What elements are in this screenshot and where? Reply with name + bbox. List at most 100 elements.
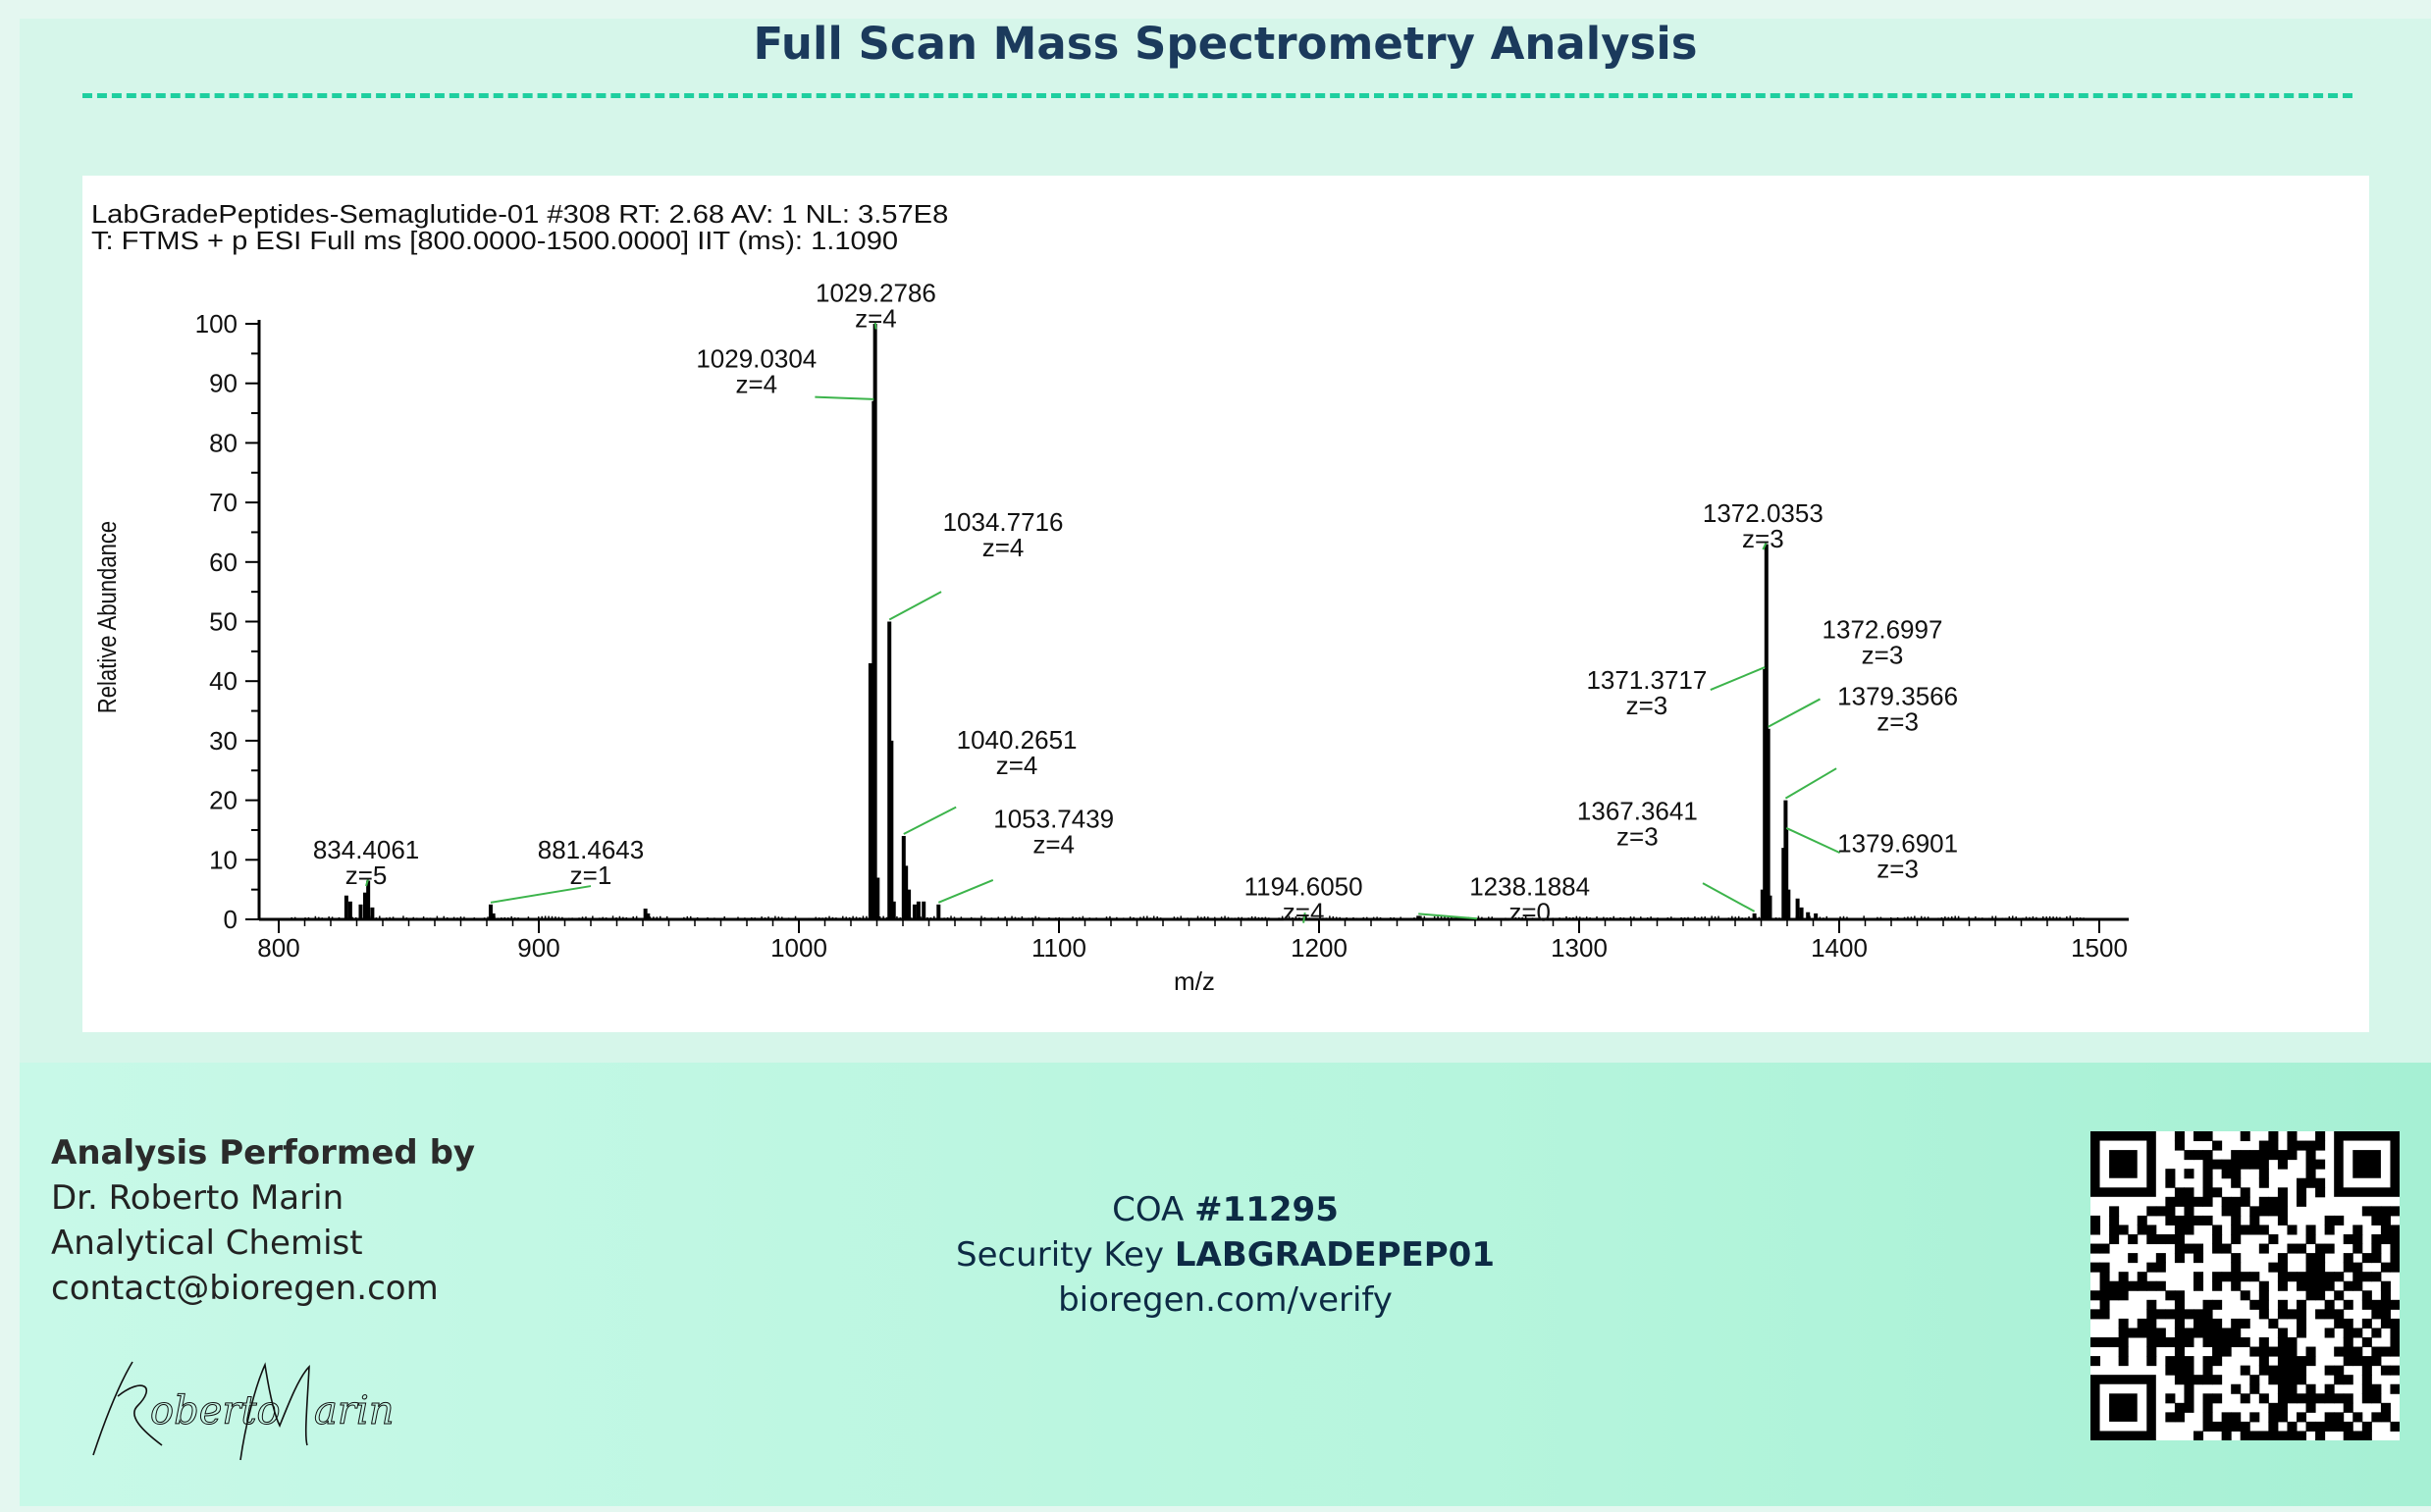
qr-module	[2390, 1225, 2400, 1235]
security-key-value: LABGRADEPEP01	[1174, 1235, 1495, 1275]
annotation-leader-line	[1702, 882, 1756, 912]
qr-module	[2221, 1243, 2232, 1254]
y-tick-label: 80	[209, 428, 238, 457]
qr-module	[2287, 1243, 2298, 1254]
qr-module	[2277, 1262, 2288, 1273]
qr-module	[2315, 1187, 2326, 1198]
qr-module	[2334, 1412, 2345, 1423]
peak-mz-label: 1034.7716	[943, 507, 1064, 537]
qr-module	[2297, 1243, 2307, 1254]
qr-module	[2361, 1318, 2372, 1329]
qr-module	[2202, 1150, 2213, 1161]
qr-module	[2305, 1421, 2316, 1432]
qr-module	[2128, 1280, 2139, 1291]
qr-module	[2231, 1225, 2242, 1235]
qr-module	[2334, 1309, 2345, 1320]
qr-module	[2174, 1299, 2185, 1310]
peak-charge-label: z=0	[1508, 898, 1551, 927]
qr-module	[2305, 1140, 2316, 1151]
qr-module	[2268, 1431, 2279, 1440]
qr-module	[2371, 1412, 2382, 1423]
qr-module	[2305, 1262, 2316, 1273]
annotation-leader-line	[937, 879, 994, 904]
qr-module	[2099, 1272, 2110, 1282]
qr-module	[2343, 1280, 2353, 1291]
qr-module	[2202, 1402, 2213, 1413]
qr-module	[2202, 1356, 2213, 1367]
qr-module	[2277, 1346, 2288, 1357]
peak-charge-label: z=3	[1616, 822, 1659, 852]
verify-link[interactable]: bioregen.com/verify	[1058, 1280, 1393, 1320]
annotation-leader-line	[1710, 666, 1766, 692]
qr-module	[2231, 1159, 2242, 1170]
qr-module	[2212, 1356, 2223, 1367]
qr-module	[2118, 1225, 2129, 1235]
analyst-email[interactable]: contact@bioregen.com	[51, 1269, 439, 1308]
annotation-leader-line	[1784, 767, 1837, 800]
qr-module	[2334, 1318, 2345, 1329]
qr-module	[2146, 1206, 2157, 1217]
qr-module	[2118, 1290, 2129, 1301]
qr-module	[2184, 1150, 2194, 1161]
qr-module	[2249, 1299, 2260, 1310]
qr-module	[2184, 1187, 2194, 1198]
qr-module	[2268, 1346, 2279, 1357]
qr-module	[2305, 1169, 2316, 1179]
qr-module	[2240, 1196, 2250, 1207]
qr-code[interactable]	[2090, 1131, 2400, 1440]
qr-module	[2174, 1328, 2185, 1338]
qr-module	[2212, 1375, 2223, 1385]
qr-module	[2305, 1150, 2316, 1161]
qr-module	[2371, 1309, 2382, 1320]
qr-module	[2315, 1177, 2326, 1188]
qr-module	[2277, 1272, 2288, 1282]
qr-module	[2297, 1328, 2307, 1338]
qr-module	[2268, 1365, 2279, 1376]
annotation-leader-line	[873, 321, 877, 330]
qr-module	[2249, 1383, 2260, 1394]
qr-module	[2361, 1375, 2372, 1385]
qr-module	[2390, 1318, 2400, 1329]
qr-module	[2268, 1150, 2279, 1161]
qr-module	[2390, 1234, 2400, 1245]
qr-module	[2212, 1421, 2223, 1432]
qr-module	[2287, 1140, 2298, 1151]
qr-module	[2343, 1318, 2353, 1329]
peak-mz-label: 1040.2651	[957, 725, 1078, 755]
qr-module	[2137, 1215, 2147, 1225]
qr-module	[2287, 1337, 2298, 1348]
qr-module	[2277, 1159, 2288, 1170]
qr-module	[2343, 1431, 2353, 1440]
qr-module	[2165, 1356, 2176, 1367]
footer-panel: Analysis Performed by Dr. Roberto Marin …	[20, 1063, 2431, 1506]
qr-module	[2184, 1383, 2194, 1394]
qr-module	[2099, 1309, 2110, 1320]
qr-module	[2258, 1206, 2269, 1217]
qr-module	[2202, 1215, 2213, 1225]
qr-module	[2297, 1318, 2307, 1329]
qr-module	[2380, 1309, 2391, 1320]
qr-module	[2231, 1253, 2242, 1264]
qr-module	[2297, 1299, 2307, 1310]
qr-module	[2334, 1272, 2345, 1282]
qr-module	[2118, 1272, 2129, 1282]
qr-module	[2324, 1393, 2335, 1404]
annotation-leader-line	[1302, 912, 1306, 923]
annotation-leader-line	[1785, 827, 1841, 855]
peak-charge-label: z=3	[1742, 524, 1784, 553]
qr-module	[2174, 1402, 2185, 1413]
qr-module	[2371, 1328, 2382, 1338]
qr-module	[2297, 1431, 2307, 1440]
qr-module	[2155, 1328, 2166, 1338]
qr-module	[2277, 1383, 2288, 1394]
qr-module	[2240, 1393, 2250, 1404]
qr-module	[2212, 1299, 2223, 1310]
qr-module	[2361, 1421, 2372, 1432]
peak-mz-label: 1379.3566	[1837, 681, 1958, 710]
qr-module	[2174, 1318, 2185, 1329]
qr-module	[2258, 1431, 2269, 1440]
qr-module	[2249, 1215, 2260, 1225]
qr-module	[2297, 1280, 2307, 1291]
qr-finder-center	[2109, 1393, 2138, 1422]
qr-module	[2128, 1328, 2139, 1338]
